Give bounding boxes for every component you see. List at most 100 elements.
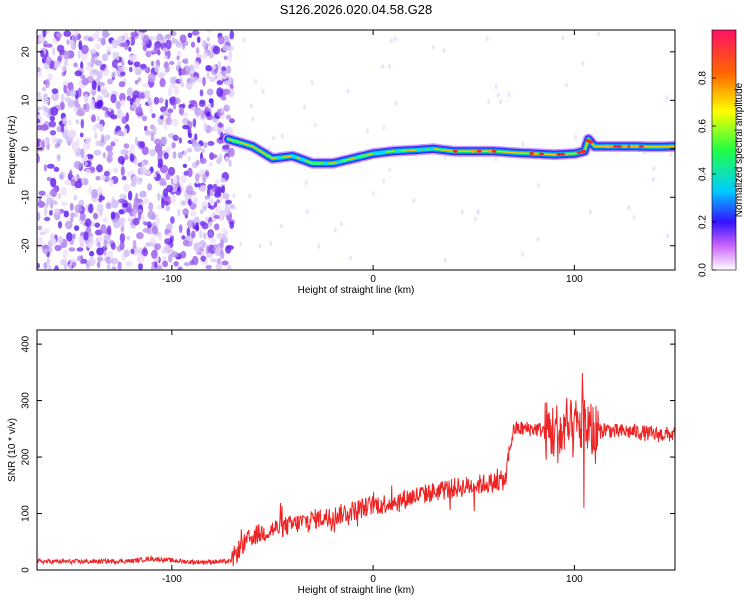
noise-blob-sparse	[443, 258, 447, 264]
noise-blob	[216, 232, 224, 239]
noise-blob	[222, 227, 227, 234]
noise-blob	[199, 185, 207, 193]
noise-blob	[104, 175, 111, 182]
noise-blob-sparse	[239, 241, 242, 247]
noise-blob-sparse	[536, 182, 540, 188]
noise-blob	[43, 216, 51, 222]
noise-blob	[62, 249, 69, 260]
noise-blob	[123, 128, 128, 135]
noise-blob	[95, 42, 102, 50]
noise-blob	[76, 255, 82, 262]
noise-blob	[103, 239, 108, 248]
noise-blob-sparse	[233, 205, 237, 211]
noise-blob	[170, 216, 175, 224]
noise-blob	[171, 142, 176, 149]
noise-blob	[94, 60, 103, 66]
noise-blob	[86, 242, 93, 249]
noise-blob	[142, 34, 150, 45]
colorbar-gradient	[711, 29, 737, 271]
noise-blob-sparse	[588, 209, 592, 215]
ridge-peak	[357, 155, 363, 159]
noise-blob	[229, 118, 235, 124]
noise-blob	[111, 242, 116, 250]
noise-blob	[73, 194, 78, 201]
noise-blob	[205, 65, 212, 72]
noise-blob	[144, 89, 151, 99]
noise-blob-sparse	[499, 99, 502, 105]
noise-blob	[196, 36, 201, 43]
noise-blob	[143, 125, 148, 132]
noise-blob	[118, 81, 126, 88]
noise-blob	[219, 177, 226, 183]
noise-blob	[152, 225, 159, 235]
noise-blob	[90, 221, 95, 227]
noise-blob	[177, 151, 183, 159]
noise-blob	[95, 176, 101, 181]
noise-blob	[128, 46, 132, 52]
noise-blob	[223, 80, 231, 86]
noise-blob	[146, 221, 152, 229]
noise-blob	[57, 221, 63, 229]
noise-blob-sparse	[494, 84, 498, 90]
noise-blob	[74, 180, 83, 189]
noise-blob	[220, 251, 225, 260]
noise-blob	[171, 37, 177, 45]
snr-panel: -100 0 100 0 100 200 300 400 Height of straight…	[7, 329, 676, 596]
noise-blob	[78, 40, 83, 51]
noise-blob-sparse	[388, 64, 391, 69]
noise-blob	[153, 173, 157, 178]
ridge-peak	[341, 159, 347, 163]
noise-blob	[37, 236, 44, 246]
noise-blob-sparse	[581, 61, 585, 67]
noise-blob-sparse	[666, 233, 669, 239]
noise-blob	[187, 198, 192, 206]
noise-blob	[158, 72, 164, 79]
noise-blob	[199, 230, 203, 239]
noise-blob	[195, 222, 199, 231]
noise-blob	[222, 88, 231, 95]
ridge-peak	[476, 149, 482, 153]
noise-blob	[107, 78, 113, 85]
noise-blob	[38, 196, 42, 204]
ridge-peak	[291, 155, 297, 159]
noise-blob	[101, 174, 106, 181]
noise-blob	[37, 118, 41, 124]
noise-blob	[69, 89, 77, 97]
noise-blob	[169, 96, 176, 104]
noise-blob	[153, 44, 160, 55]
noise-blob	[161, 111, 169, 116]
noise-blob	[91, 80, 97, 91]
noise-blob	[165, 205, 171, 212]
noise-blob	[164, 200, 169, 206]
noise-blob	[69, 169, 73, 178]
noise-blob	[102, 152, 107, 159]
noise-blob	[169, 30, 177, 37]
snr-ticks: -100 0 100 0 100 200 300 400	[21, 330, 675, 585]
ridge-peak	[416, 148, 422, 152]
snr-y-tick-label: 300	[21, 392, 32, 409]
noise-blob	[215, 262, 223, 270]
noise-blob	[96, 203, 104, 214]
noise-blob	[208, 162, 213, 168]
snr-series-line	[37, 372, 675, 567]
noise-blob-sparse	[651, 176, 655, 182]
noise-blob	[111, 71, 116, 78]
noise-blob	[46, 176, 52, 182]
noise-blob	[162, 188, 169, 198]
noise-blob	[163, 55, 168, 60]
noise-blob	[216, 80, 223, 86]
noise-blob	[163, 244, 171, 253]
noise-blob	[206, 252, 213, 258]
noise-blob	[115, 100, 122, 110]
noise-blob	[215, 179, 220, 185]
noise-blob	[220, 75, 228, 80]
noise-blob-sparse	[476, 209, 480, 215]
noise-blob	[121, 60, 125, 67]
noise-blob	[148, 202, 154, 212]
noise-blob	[37, 142, 40, 148]
noise-blob	[180, 174, 187, 184]
noise-blob	[136, 232, 144, 240]
noise-blob-sparse	[494, 156, 498, 162]
noise-blob	[202, 51, 208, 60]
